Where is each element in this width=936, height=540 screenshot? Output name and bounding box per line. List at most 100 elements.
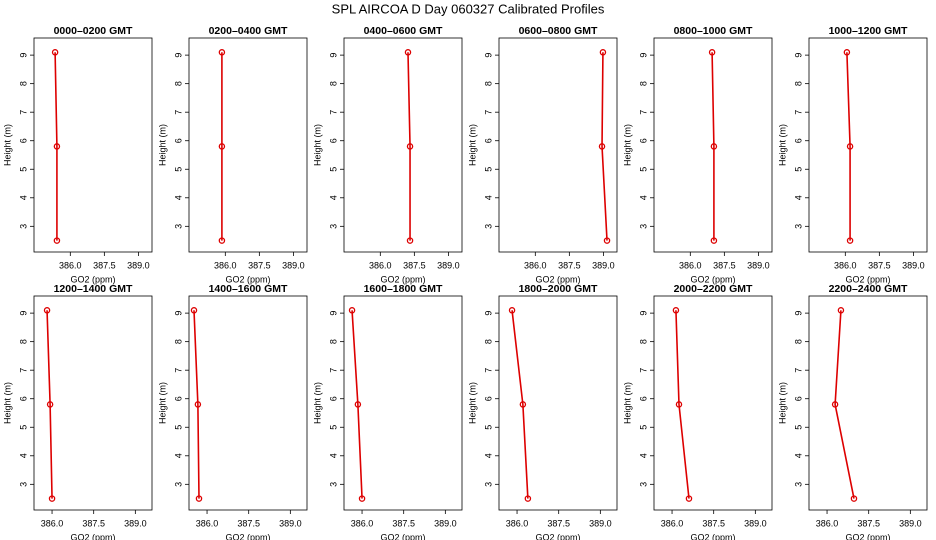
y-tick-label: 3 bbox=[328, 224, 338, 229]
y-axis-label: Height (m) bbox=[157, 382, 167, 424]
x-tick-label: 387.5 bbox=[237, 518, 260, 528]
x-axis-label: GO2 (ppm) bbox=[380, 532, 425, 540]
y-tick-label: 5 bbox=[638, 425, 648, 430]
y-tick-label: 7 bbox=[328, 110, 338, 115]
y-tick-label: 8 bbox=[18, 81, 28, 86]
data-point bbox=[850, 495, 858, 502]
y-tick-label: 6 bbox=[793, 138, 803, 143]
y-tick-label: 4 bbox=[18, 195, 28, 200]
y-tick-label: 7 bbox=[638, 110, 648, 115]
plot-frame bbox=[498, 295, 618, 511]
panel-title: 0000–0200 GMT bbox=[54, 25, 133, 37]
y-tick-label: 6 bbox=[328, 138, 338, 143]
plot-frame bbox=[343, 37, 463, 253]
profile-line bbox=[846, 52, 851, 241]
x-axis-label: GO2 (ppm) bbox=[690, 532, 735, 540]
y-tick-label: 3 bbox=[793, 224, 803, 229]
profile-line bbox=[711, 52, 715, 241]
x-tick-label: 387.5 bbox=[403, 260, 426, 270]
y-axis-label: Height (m) bbox=[622, 382, 632, 424]
x-tick-label: 386.0 bbox=[816, 518, 839, 528]
panel-title: 1800–2000 GMT bbox=[519, 283, 598, 295]
data-point bbox=[846, 237, 854, 244]
x-axis-label: GO2 (ppm) bbox=[225, 274, 270, 284]
data-point bbox=[675, 401, 683, 408]
data-point bbox=[194, 401, 202, 408]
x-tick-label: 386.0 bbox=[214, 260, 237, 270]
data-point bbox=[43, 307, 51, 314]
y-tick-label: 8 bbox=[173, 81, 183, 86]
y-tick-label: 6 bbox=[483, 396, 493, 401]
data-point bbox=[190, 307, 198, 314]
y-tick-label: 3 bbox=[173, 482, 183, 487]
y-axis-label: Height (m) bbox=[312, 382, 322, 424]
y-tick-label: 4 bbox=[638, 453, 648, 458]
x-tick-label: 387.5 bbox=[248, 260, 271, 270]
panel-title: 0200–0400 GMT bbox=[209, 25, 288, 37]
x-tick-label: 389.0 bbox=[744, 518, 767, 528]
data-point bbox=[603, 237, 611, 244]
page-title: SPL AIRCOA D Day 060327 Calibrated Profi… bbox=[332, 1, 605, 16]
y-tick-label: 9 bbox=[483, 311, 493, 316]
x-tick-label: 389.0 bbox=[899, 518, 922, 528]
data-point bbox=[51, 49, 59, 56]
y-tick-label: 7 bbox=[793, 110, 803, 115]
y-tick-label: 7 bbox=[173, 110, 183, 115]
panel-title: 1600–1800 GMT bbox=[364, 283, 443, 295]
data-point bbox=[195, 495, 203, 502]
y-tick-label: 3 bbox=[483, 224, 493, 229]
x-tick-label: 389.0 bbox=[434, 518, 457, 528]
y-tick-label: 7 bbox=[483, 368, 493, 373]
panel-title: 1400–1600 GMT bbox=[209, 283, 288, 295]
y-tick-label: 6 bbox=[638, 396, 648, 401]
y-tick-label: 4 bbox=[18, 453, 28, 458]
x-axis-label: GO2 (ppm) bbox=[845, 274, 890, 284]
plot-frame bbox=[808, 37, 928, 253]
y-tick-label: 5 bbox=[18, 167, 28, 172]
profile-line bbox=[193, 310, 200, 499]
profile-line bbox=[46, 310, 53, 499]
data-point bbox=[53, 143, 61, 150]
x-tick-label: 389.0 bbox=[124, 518, 147, 528]
profile-line bbox=[834, 310, 855, 499]
y-tick-label: 5 bbox=[18, 425, 28, 430]
x-tick-label: 389.0 bbox=[902, 260, 925, 270]
plot-frame bbox=[33, 295, 153, 511]
data-point bbox=[508, 307, 516, 314]
data-point bbox=[524, 495, 532, 502]
y-tick-label: 7 bbox=[638, 368, 648, 373]
y-axis-label: Height (m) bbox=[2, 124, 12, 166]
y-tick-label: 9 bbox=[793, 53, 803, 58]
y-tick-label: 6 bbox=[173, 396, 183, 401]
data-point bbox=[837, 307, 845, 314]
x-tick-label: 386.0 bbox=[59, 260, 82, 270]
x-axis-label: GO2 (ppm) bbox=[535, 274, 580, 284]
y-tick-label: 5 bbox=[483, 167, 493, 172]
x-tick-label: 389.0 bbox=[589, 518, 612, 528]
x-axis-label: GO2 (ppm) bbox=[535, 532, 580, 540]
y-tick-label: 6 bbox=[483, 138, 493, 143]
plot-frame bbox=[188, 37, 308, 253]
data-point bbox=[710, 237, 718, 244]
y-tick-label: 5 bbox=[793, 425, 803, 430]
panel-title: 1000–1200 GMT bbox=[829, 25, 908, 37]
y-tick-label: 7 bbox=[793, 368, 803, 373]
y-tick-label: 9 bbox=[173, 311, 183, 316]
y-tick-label: 4 bbox=[173, 453, 183, 458]
data-point bbox=[710, 143, 718, 150]
data-point bbox=[358, 495, 366, 502]
y-tick-label: 4 bbox=[793, 195, 803, 200]
y-axis-label: Height (m) bbox=[467, 124, 477, 166]
x-tick-label: 389.0 bbox=[282, 260, 305, 270]
y-tick-label: 4 bbox=[173, 195, 183, 200]
x-tick-label: 387.5 bbox=[702, 518, 725, 528]
y-axis-label: Height (m) bbox=[2, 382, 12, 424]
profile-line bbox=[351, 310, 363, 499]
y-tick-label: 5 bbox=[793, 167, 803, 172]
x-tick-label: 386.0 bbox=[661, 518, 684, 528]
y-axis-label: Height (m) bbox=[622, 124, 632, 166]
y-tick-label: 6 bbox=[173, 138, 183, 143]
panel-title: 0800–1000 GMT bbox=[674, 25, 753, 37]
x-axis-label: GO2 (ppm) bbox=[845, 532, 890, 540]
data-point bbox=[708, 49, 716, 56]
